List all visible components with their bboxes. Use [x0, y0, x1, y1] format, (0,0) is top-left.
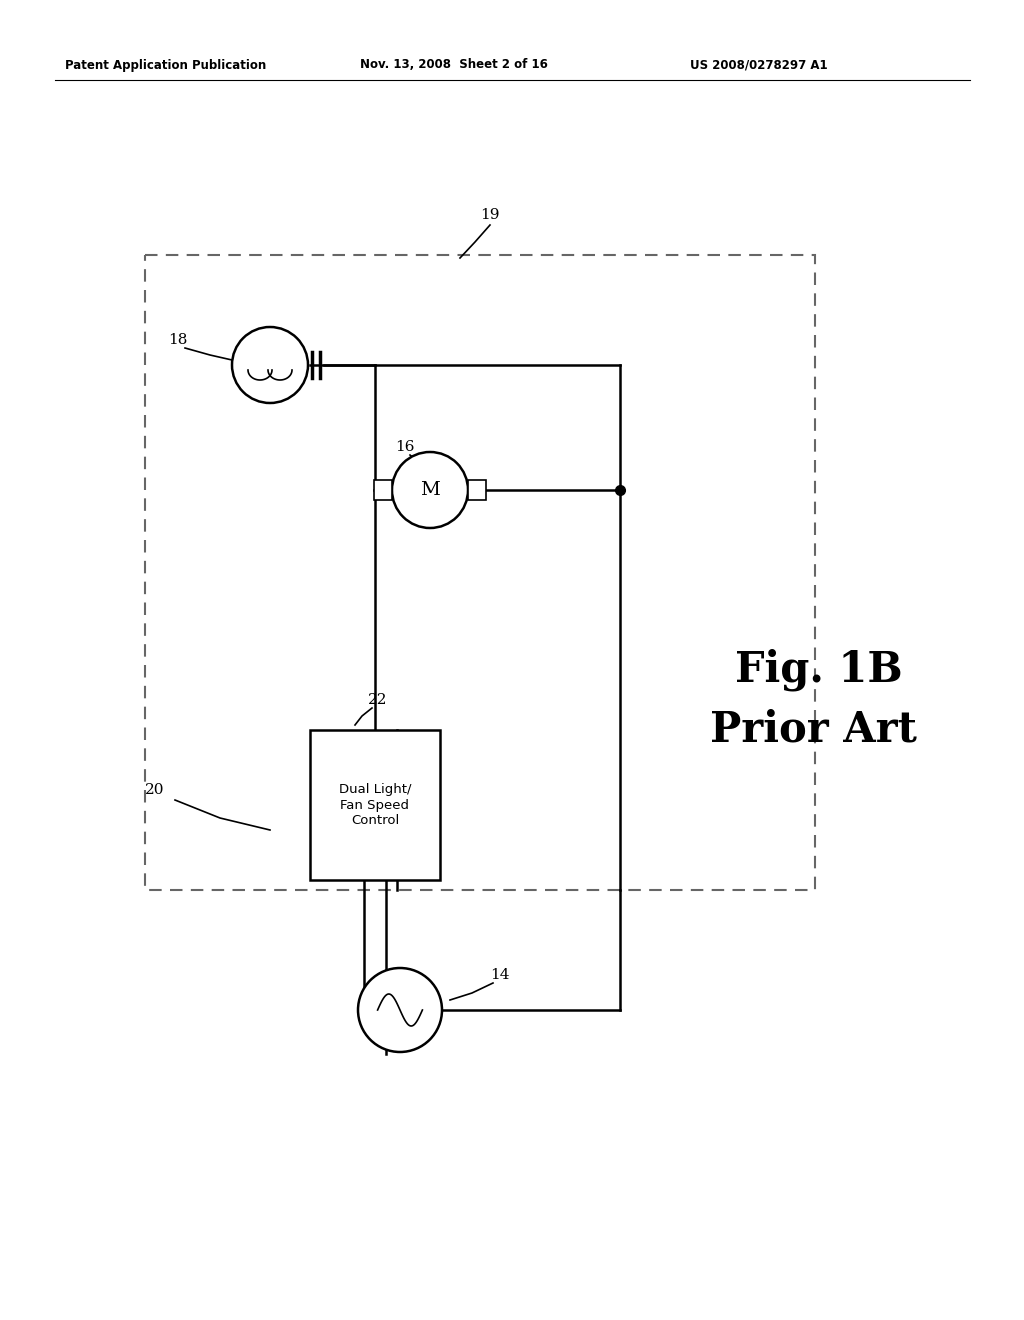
Text: 18: 18	[168, 333, 187, 347]
Text: Nov. 13, 2008  Sheet 2 of 16: Nov. 13, 2008 Sheet 2 of 16	[360, 58, 548, 71]
Bar	[468, 480, 486, 500]
Text: 16: 16	[395, 440, 415, 454]
Text: Fig. 1B: Fig. 1B	[735, 648, 902, 692]
Bar	[145, 255, 815, 890]
Text: 22: 22	[369, 693, 388, 708]
Text: US 2008/0278297 A1: US 2008/0278297 A1	[690, 58, 827, 71]
Text: M: M	[420, 480, 440, 499]
Text: 19: 19	[480, 209, 500, 222]
Text: Prior Art: Prior Art	[710, 709, 916, 751]
Text: 14: 14	[490, 968, 510, 982]
Bar	[310, 730, 440, 880]
Text: Patent Application Publication: Patent Application Publication	[65, 58, 266, 71]
Bar	[374, 480, 392, 500]
Text: 20: 20	[145, 783, 165, 797]
Circle shape	[358, 968, 442, 1052]
Circle shape	[392, 451, 468, 528]
Text: Dual Light/
Fan Speed
Control: Dual Light/ Fan Speed Control	[339, 784, 412, 826]
